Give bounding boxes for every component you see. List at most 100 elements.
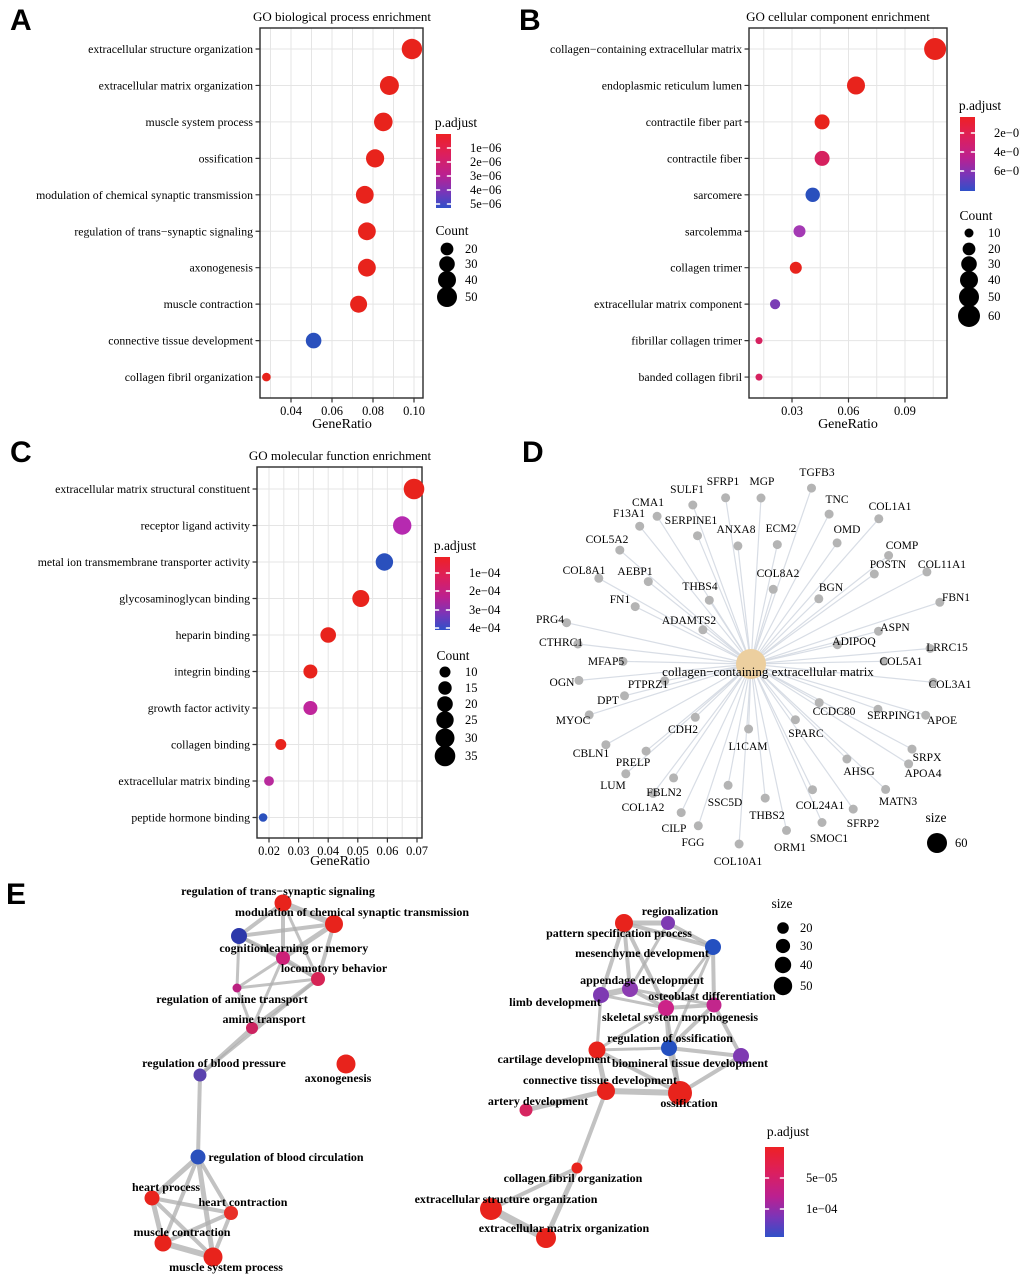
category-label: collagen binding bbox=[171, 738, 250, 752]
category-label: extracellular matrix component bbox=[594, 297, 743, 311]
network-edge bbox=[696, 535, 752, 665]
gene-node bbox=[928, 677, 938, 687]
gene-node bbox=[925, 644, 935, 653]
enrichment-dot bbox=[303, 664, 318, 679]
color-legend-title: p.adjust bbox=[767, 1124, 810, 1139]
gene-node bbox=[869, 569, 879, 579]
gene-label: SRPX bbox=[913, 752, 942, 764]
size-legend-label: 15 bbox=[465, 681, 478, 695]
enrichment-dot bbox=[305, 332, 322, 349]
size-legend-dot bbox=[960, 271, 978, 289]
network-edge bbox=[543, 1165, 580, 1241]
go-term-node bbox=[571, 1162, 583, 1174]
gene-label: OGN bbox=[550, 677, 576, 689]
enrichment-dot bbox=[805, 187, 820, 202]
network-edge bbox=[750, 663, 766, 799]
gene-label: COL24A1 bbox=[796, 800, 845, 812]
network-edge bbox=[750, 487, 813, 665]
gene-node bbox=[676, 808, 686, 818]
network-edge bbox=[750, 573, 875, 665]
gene-label: FBN1 bbox=[942, 592, 970, 604]
network-edge bbox=[750, 598, 820, 665]
go-term-node bbox=[597, 1082, 615, 1100]
go-term-label: appendage development bbox=[580, 973, 704, 987]
network-edge bbox=[727, 663, 752, 786]
network-edge bbox=[280, 921, 337, 961]
gene-label: SFRP2 bbox=[847, 818, 880, 830]
gene-label: ECM2 bbox=[766, 523, 797, 535]
gene-label: PRG4 bbox=[536, 614, 564, 626]
gene-node bbox=[744, 724, 754, 734]
network-edge bbox=[316, 922, 336, 981]
go-term-label: amine transport bbox=[223, 1012, 306, 1026]
enrichment-dot bbox=[755, 373, 763, 381]
size-legend-dot bbox=[774, 956, 792, 974]
size-legend-label: 30 bbox=[465, 257, 478, 271]
go-term-label: heart contraction bbox=[199, 1195, 288, 1209]
go-term-label: cognition bbox=[219, 941, 267, 955]
network-edge bbox=[667, 1003, 716, 1050]
gene-label: CTHRC1 bbox=[539, 637, 583, 649]
go-term-node bbox=[246, 1022, 258, 1034]
color-legend-tick-label: 6e−07 bbox=[994, 164, 1020, 178]
network-edge bbox=[595, 1006, 668, 1052]
network-edge bbox=[750, 542, 838, 665]
gene-label: COL5A2 bbox=[586, 534, 629, 546]
enrichment-dot bbox=[393, 516, 412, 535]
go-term-node bbox=[519, 1103, 533, 1117]
go-term-label: muscle system process bbox=[169, 1260, 283, 1274]
network-edge bbox=[692, 504, 752, 665]
go-term-node bbox=[588, 1041, 606, 1059]
gene-node bbox=[814, 594, 824, 604]
go-term-label: connective tissue development bbox=[523, 1073, 677, 1087]
gene-node bbox=[723, 780, 733, 790]
network-edge bbox=[750, 660, 885, 665]
gene-label: COMP bbox=[886, 540, 919, 552]
color-legend-tick-label: 4e−06 bbox=[470, 183, 501, 197]
network-edge bbox=[750, 518, 880, 665]
size-legend-dot bbox=[773, 976, 793, 996]
size-legend-dot bbox=[437, 696, 453, 712]
category-label: fibrillar collagen trimer bbox=[631, 334, 742, 348]
size-legend-label: 20 bbox=[465, 242, 478, 256]
category-label: regulation of trans−synaptic signaling bbox=[74, 224, 253, 238]
enrichment-dot bbox=[275, 739, 287, 750]
gene-node bbox=[874, 514, 884, 524]
gene-node bbox=[643, 577, 653, 587]
size-legend-label: 35 bbox=[465, 749, 478, 763]
x-tick-label: 0.04 bbox=[317, 844, 340, 858]
enrichment-dot bbox=[358, 222, 376, 241]
network-edge bbox=[280, 900, 337, 927]
gene-node bbox=[921, 710, 931, 720]
color-legend-tick-label: 5e−06 bbox=[470, 197, 501, 211]
category-label: sarcomere bbox=[694, 188, 742, 202]
size-legend-label: 40 bbox=[465, 273, 478, 287]
network-edge bbox=[750, 543, 778, 665]
color-legend-title: p.adjust bbox=[435, 115, 478, 130]
network-edge bbox=[235, 986, 254, 1030]
size-legend-title: size bbox=[926, 810, 947, 825]
category-label: connective tissue development bbox=[108, 334, 254, 348]
network-edge bbox=[577, 643, 752, 665]
size-legend-dot bbox=[927, 833, 947, 853]
go-term-label: ossification bbox=[660, 1096, 718, 1110]
gene-label: FN1 bbox=[610, 594, 631, 606]
size-legend-label: 20 bbox=[800, 921, 813, 935]
panel-B: 0.03 0.06 0.09 collagen−containing extracel… bbox=[550, 9, 1020, 432]
network-edge bbox=[237, 901, 285, 938]
size-legend-label: 30 bbox=[800, 939, 813, 953]
gene-node bbox=[690, 712, 700, 722]
network-edge bbox=[712, 1003, 743, 1058]
enrichment-dot bbox=[262, 372, 271, 382]
panel-label-b: B bbox=[519, 4, 541, 37]
gene-node bbox=[772, 540, 782, 550]
network-edge bbox=[565, 622, 752, 665]
network-edge bbox=[595, 1046, 671, 1052]
network-edge bbox=[196, 1155, 233, 1215]
size-legend-title: Count bbox=[435, 223, 468, 238]
go-term-node bbox=[144, 1190, 160, 1206]
gene-label: ADAMTS2 bbox=[662, 615, 717, 627]
gene-label: CILP bbox=[662, 823, 687, 835]
plot-border bbox=[256, 466, 423, 839]
category-label: muscle contraction bbox=[164, 297, 254, 311]
